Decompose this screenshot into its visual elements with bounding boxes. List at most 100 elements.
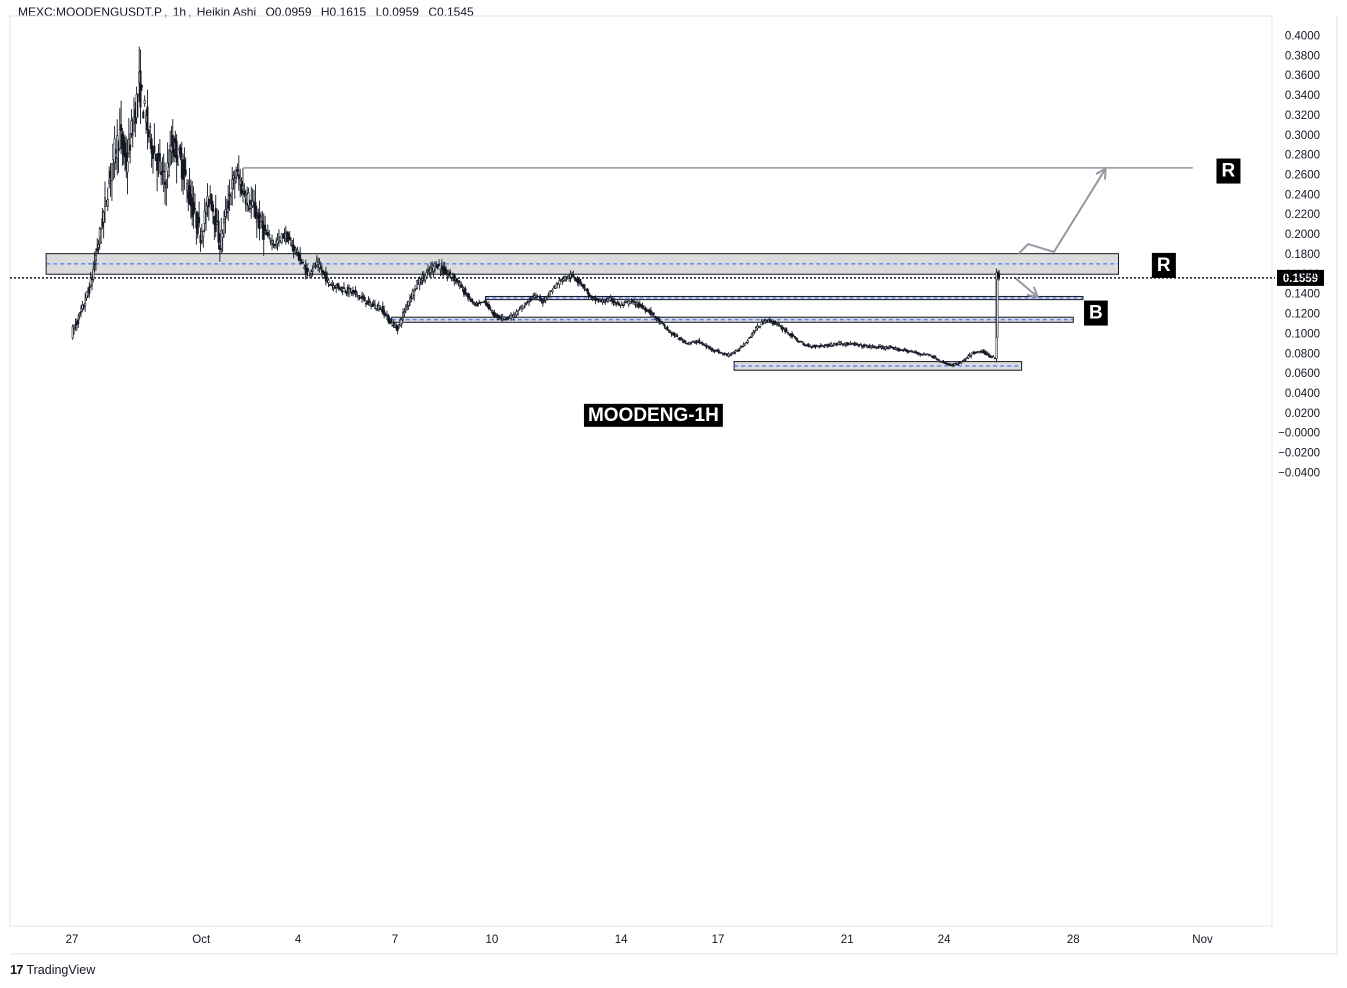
candle-body <box>559 278 562 281</box>
candle-body <box>136 94 139 97</box>
candle-body <box>319 267 322 270</box>
candle-body <box>821 344 824 347</box>
candle-body <box>555 283 558 289</box>
candle-body <box>902 349 905 352</box>
label-B[interactable]: B <box>1089 303 1103 324</box>
bullish-path[interactable] <box>1017 168 1107 255</box>
candle-body <box>934 357 937 360</box>
candle-body <box>708 346 711 349</box>
candle-body <box>564 276 567 281</box>
candle-body <box>237 174 240 180</box>
candle-body <box>235 176 238 179</box>
candle-body <box>835 344 838 346</box>
candle-body <box>214 208 217 232</box>
candle-body <box>993 357 996 360</box>
candle-body <box>472 301 475 304</box>
candle-body <box>953 363 956 366</box>
candle-body <box>986 353 989 355</box>
candle-body <box>809 344 812 348</box>
candle-body <box>373 304 376 309</box>
candle-body <box>795 337 798 340</box>
y-tick-label: 0.0400 <box>1285 388 1320 400</box>
candle-body <box>543 300 546 302</box>
candle-body <box>403 311 406 314</box>
current-price-badge[interactable] <box>1277 269 1324 286</box>
candle-body <box>975 351 978 354</box>
candle-body <box>968 354 971 356</box>
candle-body <box>970 355 973 357</box>
candle-body <box>779 326 782 328</box>
candle-body <box>810 346 813 349</box>
candle-body <box>158 153 161 162</box>
candle-body <box>990 356 993 358</box>
candle-body <box>113 138 116 163</box>
candle-body <box>205 212 208 215</box>
candle-body <box>468 296 471 298</box>
candle-body <box>566 275 569 277</box>
candle-body <box>438 264 441 266</box>
candle-body <box>397 324 400 328</box>
candle-body <box>243 190 246 196</box>
candle-body <box>268 234 271 236</box>
candle-body <box>311 269 314 272</box>
candle-body <box>525 303 528 305</box>
candle-body <box>793 336 796 338</box>
candle-body <box>992 356 995 358</box>
candle-body <box>333 287 336 289</box>
candle-body <box>228 194 231 196</box>
candle-body <box>349 288 352 291</box>
candle-body <box>444 268 447 275</box>
candle-body <box>314 265 317 268</box>
candle-body <box>361 295 364 299</box>
y-tick-label: −0.0200 <box>1278 448 1320 460</box>
candle-body <box>942 361 945 363</box>
candle-body <box>937 359 940 361</box>
candle-body <box>368 300 371 304</box>
candle-body <box>724 353 727 355</box>
candle-body <box>741 345 744 348</box>
candle-body <box>176 163 179 166</box>
label-R-top[interactable]: R <box>1221 161 1235 182</box>
candle-body <box>945 362 948 365</box>
candle-body <box>271 240 274 245</box>
candle-body <box>782 327 785 330</box>
tradingview-logo[interactable]: 17 TradingView <box>10 962 95 977</box>
candle-body <box>565 278 568 280</box>
candle-body <box>106 199 109 207</box>
candle-body <box>203 210 206 224</box>
candle-body <box>548 290 551 297</box>
candle-body <box>289 242 292 246</box>
candle-body <box>123 142 126 158</box>
candle-body <box>881 346 884 348</box>
y-tick-label: −0.0000 <box>1278 428 1320 440</box>
candle-body <box>140 85 143 88</box>
candle-body <box>415 280 418 289</box>
candle-body <box>261 220 264 229</box>
label-R-mid[interactable]: R <box>1157 255 1171 276</box>
candle-body <box>73 327 76 329</box>
candle-body <box>717 349 720 353</box>
candle-body <box>923 352 926 355</box>
candle-body <box>236 169 239 172</box>
candle-body <box>251 200 254 207</box>
candle-body <box>730 353 733 355</box>
candle-body <box>310 271 313 275</box>
y-tick-label: 0.0800 <box>1285 348 1320 360</box>
x-tick-label: 21 <box>841 934 854 946</box>
x-tick-label: 7 <box>392 934 398 946</box>
candle-body <box>967 355 970 359</box>
candle-body <box>572 273 575 278</box>
candle-body <box>929 354 932 356</box>
candle-body <box>586 288 589 292</box>
candle-body <box>381 305 384 314</box>
candle-body <box>800 341 803 343</box>
candle-body <box>757 326 760 328</box>
candle-body <box>358 295 361 298</box>
candle-body <box>327 279 330 284</box>
candle-body <box>96 248 99 252</box>
label-title[interactable]: MOODENG-1H <box>588 405 719 426</box>
candle-body <box>778 325 781 327</box>
pullback-path[interactable] <box>1014 277 1039 298</box>
y-tick-label: 0.2200 <box>1285 209 1320 221</box>
